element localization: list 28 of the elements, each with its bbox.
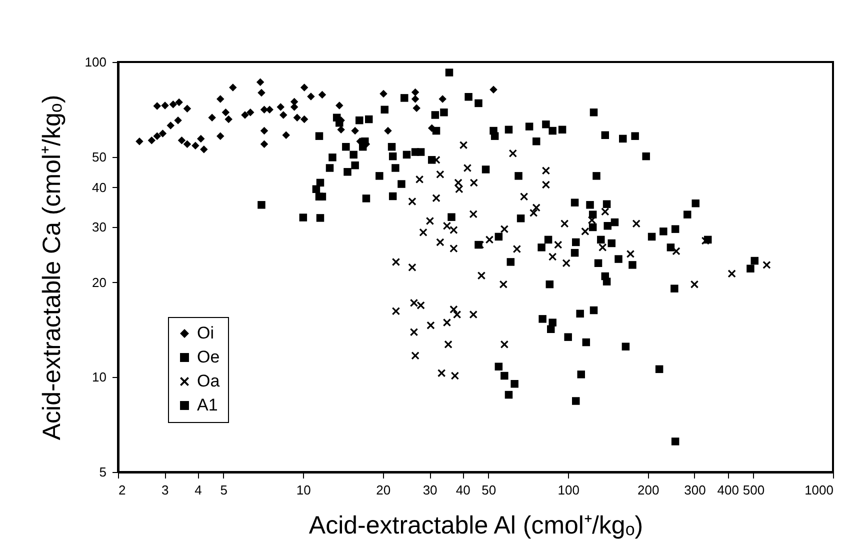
x-axis-title: Acid-extractable Al (cmol⁺/kgₒ) [308, 512, 644, 540]
legend-label: Oa [197, 372, 220, 390]
x-tick-label: 300 [684, 482, 706, 498]
y-tick-label: 40 [92, 180, 106, 195]
y-tick-label: 100 [84, 54, 106, 70]
x-tick-label: 1000 [804, 482, 834, 498]
legend-label: Oe [197, 348, 220, 366]
x-tick-label: 40 [456, 482, 470, 498]
x-tick-label: 200 [637, 482, 660, 498]
y-tick-label: 30 [92, 219, 106, 234]
y-tick-label: 50 [92, 149, 106, 164]
x-tick-label: 3 [162, 482, 169, 498]
x-tick-label: 100 [558, 482, 580, 498]
y-tick-label: 10 [92, 370, 106, 385]
x-tick-label: 20 [376, 482, 391, 498]
legend-label: A1 [197, 396, 218, 414]
x-tick-label: 5 [220, 482, 228, 498]
legend-label: Oi [197, 324, 214, 342]
x-tick-label: 400 [717, 482, 739, 498]
x-tick-label: 30 [422, 482, 438, 498]
y-tick-label: 20 [92, 274, 106, 290]
x-tick-label: 500 [742, 482, 765, 498]
x-tick-label: 2 [118, 482, 126, 498]
x-tick-label: 10 [296, 482, 311, 498]
x-tick-label: 4 [194, 482, 202, 498]
y-axis-title: Acid-extractable Ca (cmol⁺/kgₒ) [38, 94, 66, 440]
x-tick-label: 50 [482, 482, 496, 498]
y-tick-label: 5 [99, 464, 106, 480]
